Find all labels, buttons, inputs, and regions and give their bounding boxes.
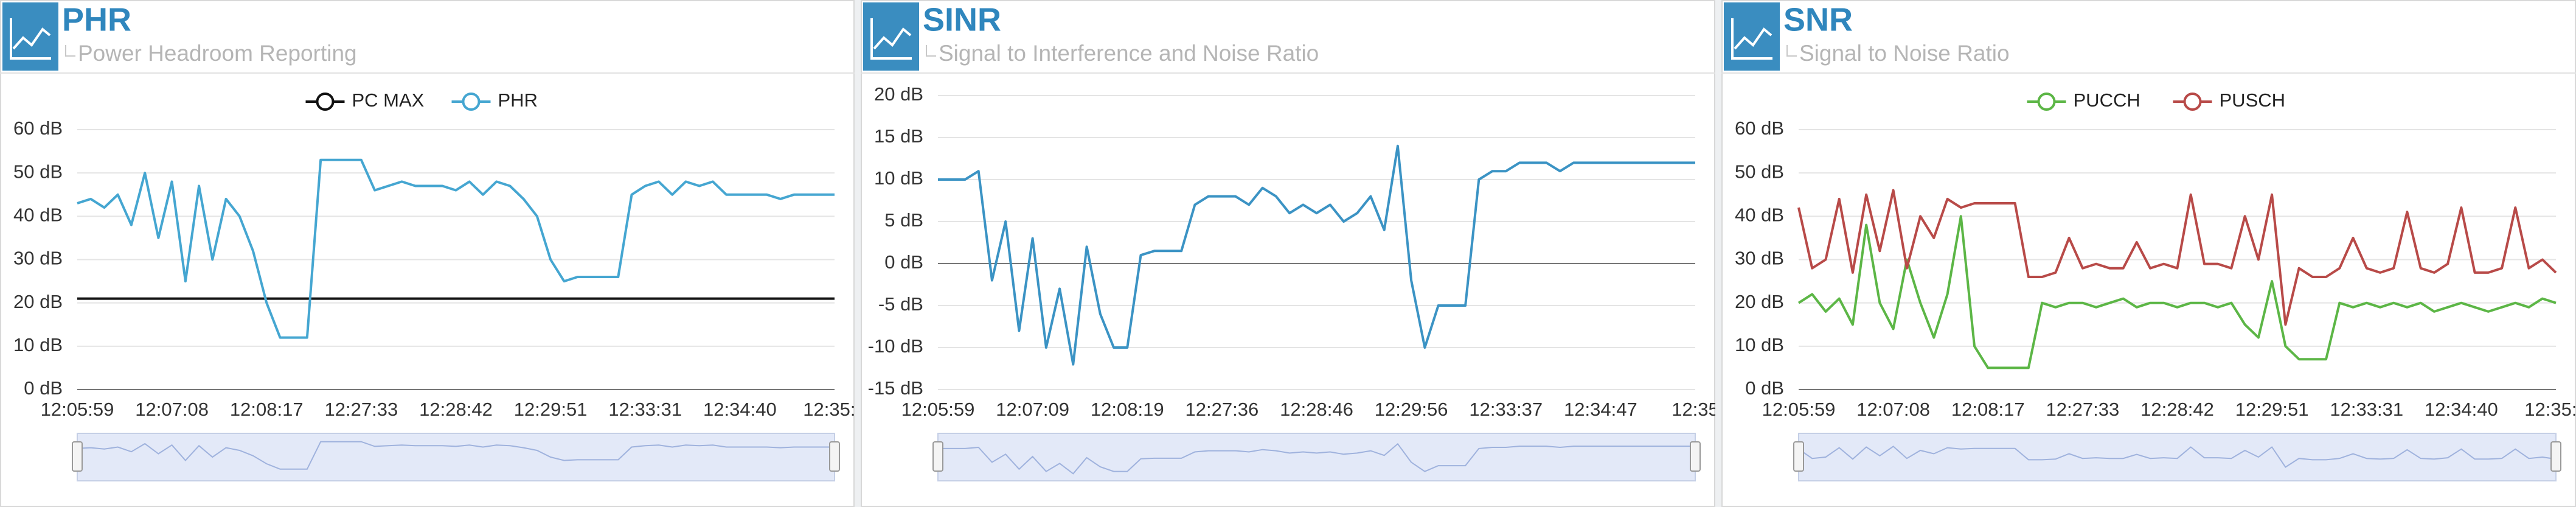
panel-bg <box>0 0 855 507</box>
series-line <box>77 158 835 339</box>
chart-panel: SINR Signal to Interference and Noise Rat… <box>861 0 1719 507</box>
x-tick-label: 12:34:47 <box>1564 399 1637 420</box>
series-line <box>1797 189 2557 326</box>
y-tick-label: 50 dB <box>13 161 63 182</box>
subtitle-glyph <box>65 45 75 57</box>
x-tick-label: 12:08:17 <box>230 399 304 420</box>
legend-label: PC MAX <box>352 89 425 111</box>
x-tick-label: 12:05:59 <box>901 399 975 420</box>
y-tick-label: 30 dB <box>13 248 63 269</box>
series-line <box>938 144 1695 366</box>
y-tick-label: 20 dB <box>13 291 63 312</box>
x-tick-label: 12:28:42 <box>419 399 493 420</box>
navigator-handle[interactable] <box>72 441 83 472</box>
legend-label: PUCCH <box>2074 89 2140 111</box>
y-tick-label: 5 dB <box>884 209 923 231</box>
x-tick-label: 12:08:17 <box>1951 399 2025 420</box>
legend-marker <box>462 93 481 111</box>
x-tick-label: 12:05:59 <box>1762 399 1836 420</box>
y-tick-label: 30 dB <box>1735 248 1784 269</box>
navigator <box>77 433 835 481</box>
x-tick-label: 12:27:33 <box>2046 399 2120 420</box>
legend-marker <box>316 93 335 111</box>
legend-marker <box>2037 93 2056 111</box>
x-tick-label: 12:33:37 <box>1469 399 1543 420</box>
legend-item[interactable]: PC MAX <box>305 89 425 111</box>
y-tick-label: 40 dB <box>1735 205 1784 226</box>
panel-bg <box>1721 0 2576 507</box>
y-tick-label: -10 dB <box>868 335 923 357</box>
y-tick-label: 0 dB <box>884 251 923 273</box>
y-tick-label: 20 dB <box>1735 291 1784 312</box>
chart-title: SNR <box>1783 1 1853 38</box>
subtitle-glyph <box>1786 45 1797 57</box>
legend-label: PUSCH <box>2220 89 2286 111</box>
y-tick-label: 10 dB <box>874 167 923 189</box>
navigator-handle[interactable] <box>1793 441 1804 472</box>
legend-item[interactable]: PUSCH <box>2173 89 2286 111</box>
y-tick-label: -15 dB <box>868 377 923 399</box>
x-tick-label: 12:35 <box>1672 399 1719 420</box>
y-tick-label: -5 dB <box>878 293 923 315</box>
chart-title: PHR <box>62 1 131 38</box>
x-tick-label: 12:35:4 <box>2524 399 2576 420</box>
x-tick-label: 12:05:59 <box>41 399 114 420</box>
y-tick-label: 10 dB <box>13 334 63 355</box>
icon-glyph <box>1731 18 1772 60</box>
y-tick-label: 50 dB <box>1735 161 1784 182</box>
x-tick-label: 12:34:40 <box>2425 399 2498 420</box>
y-tick-label: 20 dB <box>874 83 923 105</box>
navigator-line <box>77 441 835 470</box>
navigator-handle[interactable] <box>1690 441 1701 472</box>
y-tick-label: 15 dB <box>874 125 923 147</box>
legend-marker <box>2183 93 2202 111</box>
y-tick-label: 60 dB <box>13 117 63 139</box>
x-tick-label: 12:29:51 <box>514 399 588 420</box>
x-tick-label: 12:33:31 <box>2330 399 2403 420</box>
y-tick-label: 0 dB <box>1745 377 1784 399</box>
chart-subtitle: Power Headroom Reporting <box>78 41 357 66</box>
x-tick-label: 12:35:4 <box>803 399 866 420</box>
y-tick-label: 10 dB <box>1735 334 1784 355</box>
chart-panel: SNR Signal to Noise Ratio 0 dB 10 dB 20 dB 30… <box>1721 0 2576 507</box>
y-tick-label: 40 dB <box>13 205 63 226</box>
x-tick-label: 12:28:42 <box>2140 399 2214 420</box>
x-tick-label: 12:29:51 <box>2235 399 2309 420</box>
icon-glyph <box>870 18 912 60</box>
chart-subtitle: Signal to Interference and Noise Ratio <box>939 41 1319 66</box>
navigator-line <box>1798 446 2557 468</box>
navigator-handle[interactable] <box>829 441 840 472</box>
chart-subtitle: Signal to Noise Ratio <box>1799 41 2010 66</box>
legend-item[interactable]: PHR <box>451 89 538 111</box>
x-tick-label: 12:34:40 <box>703 399 777 420</box>
x-tick-label: 12:33:31 <box>608 399 682 420</box>
y-tick-label: 60 dB <box>1735 117 1784 139</box>
legend-item[interactable]: PUCCH <box>2027 89 2140 111</box>
navigator-handle[interactable] <box>932 441 943 472</box>
icon-glyph <box>10 18 51 60</box>
subtitle-glyph <box>926 45 936 57</box>
navigator <box>937 433 1696 481</box>
x-tick-label: 12:07:09 <box>996 399 1069 420</box>
x-tick-label: 12:27:33 <box>325 399 398 420</box>
chart-title: SINR <box>923 1 1001 38</box>
x-tick-label: 12:08:19 <box>1091 399 1164 420</box>
chart-panel: PHR Power Headroom Reporting 0 dB 10 dB 20 d… <box>0 0 866 507</box>
navigator-line <box>938 442 1695 475</box>
x-tick-label: 12:07:08 <box>135 399 209 420</box>
navigator <box>1798 433 2557 481</box>
x-tick-label: 12:07:08 <box>1856 399 1930 420</box>
x-tick-label: 12:28:46 <box>1280 399 1353 420</box>
navigator-handle[interactable] <box>2550 441 2561 472</box>
panel-bg <box>861 0 1715 507</box>
x-tick-label: 12:29:56 <box>1375 399 1448 420</box>
y-tick-label: 0 dB <box>24 377 63 399</box>
x-tick-label: 12:27:36 <box>1186 399 1259 420</box>
series-line <box>1797 215 2557 369</box>
legend-label: PHR <box>498 89 538 111</box>
